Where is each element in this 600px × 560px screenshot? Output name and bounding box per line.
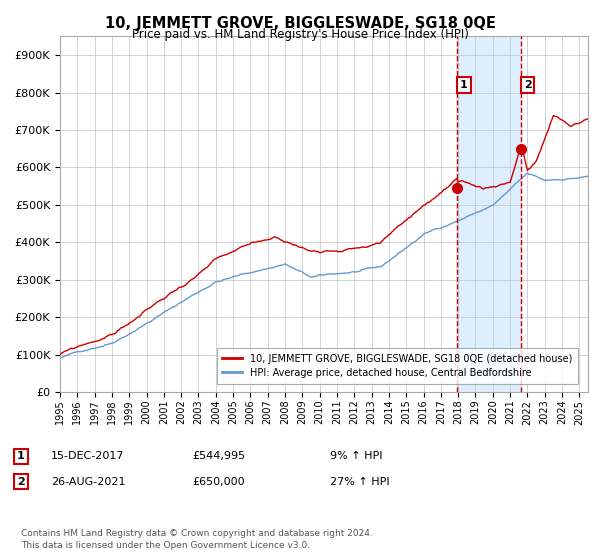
Text: 1: 1 [460,80,468,90]
Text: 15-DEC-2017: 15-DEC-2017 [51,451,125,461]
Text: Contains HM Land Registry data © Crown copyright and database right 2024.
This d: Contains HM Land Registry data © Crown c… [21,529,373,550]
Text: Price paid vs. HM Land Registry's House Price Index (HPI): Price paid vs. HM Land Registry's House … [131,28,469,41]
Legend: 10, JEMMETT GROVE, BIGGLESWADE, SG18 0QE (detached house), HPI: Average price, d: 10, JEMMETT GROVE, BIGGLESWADE, SG18 0QE… [217,348,578,384]
Text: 2: 2 [524,80,532,90]
Bar [457,36,521,392]
Text: 10, JEMMETT GROVE, BIGGLESWADE, SG18 0QE: 10, JEMMETT GROVE, BIGGLESWADE, SG18 0QE [104,16,496,31]
Text: 26-AUG-2021: 26-AUG-2021 [51,477,125,487]
Text: 2: 2 [17,477,25,487]
Text: 1: 1 [17,451,25,461]
Text: £650,000: £650,000 [192,477,245,487]
Text: 9% ↑ HPI: 9% ↑ HPI [330,451,383,461]
Text: 27% ↑ HPI: 27% ↑ HPI [330,477,389,487]
Text: £544,995: £544,995 [192,451,245,461]
